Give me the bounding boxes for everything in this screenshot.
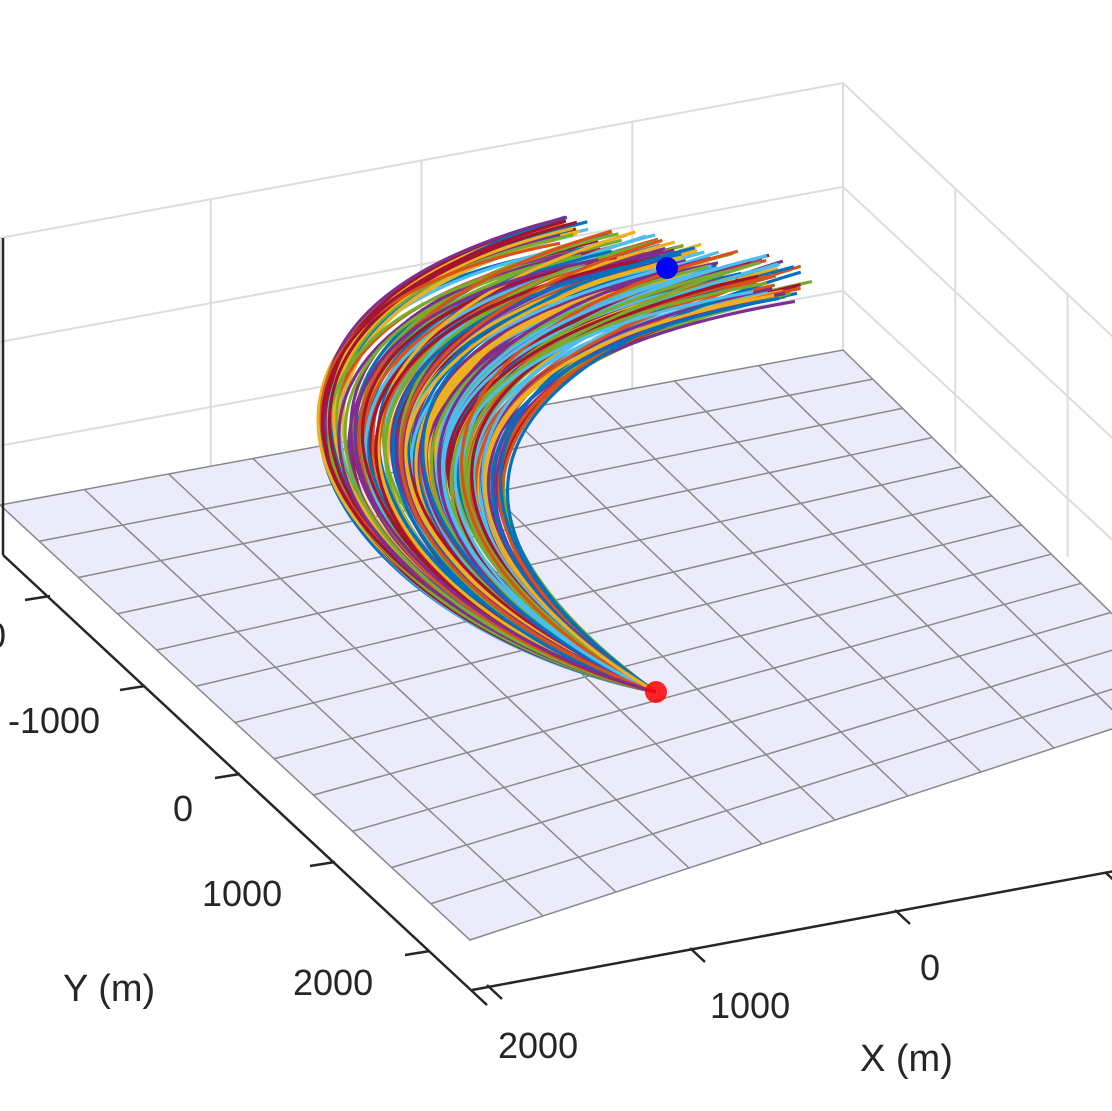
ground-grid-line (391, 649, 1112, 869)
trajectories (316, 215, 813, 694)
wall-grid-line (842, 290, 1112, 541)
wall-grid-line (842, 186, 1112, 440)
axes (1, 238, 1112, 1006)
y-tick-label: 2000 (293, 962, 373, 1003)
ground-grid-line (352, 611, 1111, 832)
tick-labels: 0 -1000 0 1000 2000 2000 1000 0 Y (m) X … (0, 615, 953, 1080)
y-tick-label: 0 (173, 788, 193, 829)
target-marker (656, 257, 678, 279)
y-axis-tick (404, 949, 431, 957)
trajectory-line (376, 230, 657, 694)
wall-grid-line (0, 82, 844, 239)
x-axis-line (471, 870, 1112, 992)
y-axis-label: Y (m) (63, 968, 155, 1010)
x-axis-label: X (m) (860, 1038, 953, 1080)
y-axis-tick (119, 684, 146, 692)
trajectory-line (460, 249, 739, 694)
wall-grid-line (842, 82, 1112, 338)
wall-grid-line (0, 185, 844, 343)
y-axis-tick (214, 772, 241, 780)
trajectory-line (343, 253, 657, 694)
y-axis-line (2, 554, 488, 1006)
x-axis-tick (486, 984, 503, 1000)
x-axis-tick (894, 909, 911, 925)
trajectory-line (399, 238, 663, 694)
trajectory-line (483, 293, 775, 694)
y-tick-label: 0 (0, 615, 6, 656)
y-tick-label: -1000 (8, 700, 100, 741)
ground-grid-line (273, 553, 1052, 760)
trajectory-line (441, 266, 718, 694)
x-tick-label: 1000 (710, 985, 790, 1026)
x-axis-tick (689, 947, 706, 963)
start-marker (645, 681, 667, 703)
ground-grid-line (234, 524, 1022, 724)
y-axis-tick (309, 860, 336, 868)
trajectory-line (353, 258, 657, 694)
ground-grid-line (117, 436, 933, 615)
y-tick-label: 1000 (202, 873, 282, 914)
ground-grid-line (156, 465, 963, 651)
y-axis-tick (24, 594, 51, 602)
ground-grid-line (195, 495, 992, 687)
x-tick-label: 0 (920, 947, 940, 988)
trajectory-line (421, 246, 696, 694)
trajectory-line (463, 281, 768, 694)
x-axis-tick (1104, 871, 1112, 881)
markers (645, 257, 678, 703)
ground-grid-line (430, 688, 1112, 905)
ground-grid-line (313, 582, 1082, 796)
x-tick-label: 2000 (498, 1025, 578, 1066)
